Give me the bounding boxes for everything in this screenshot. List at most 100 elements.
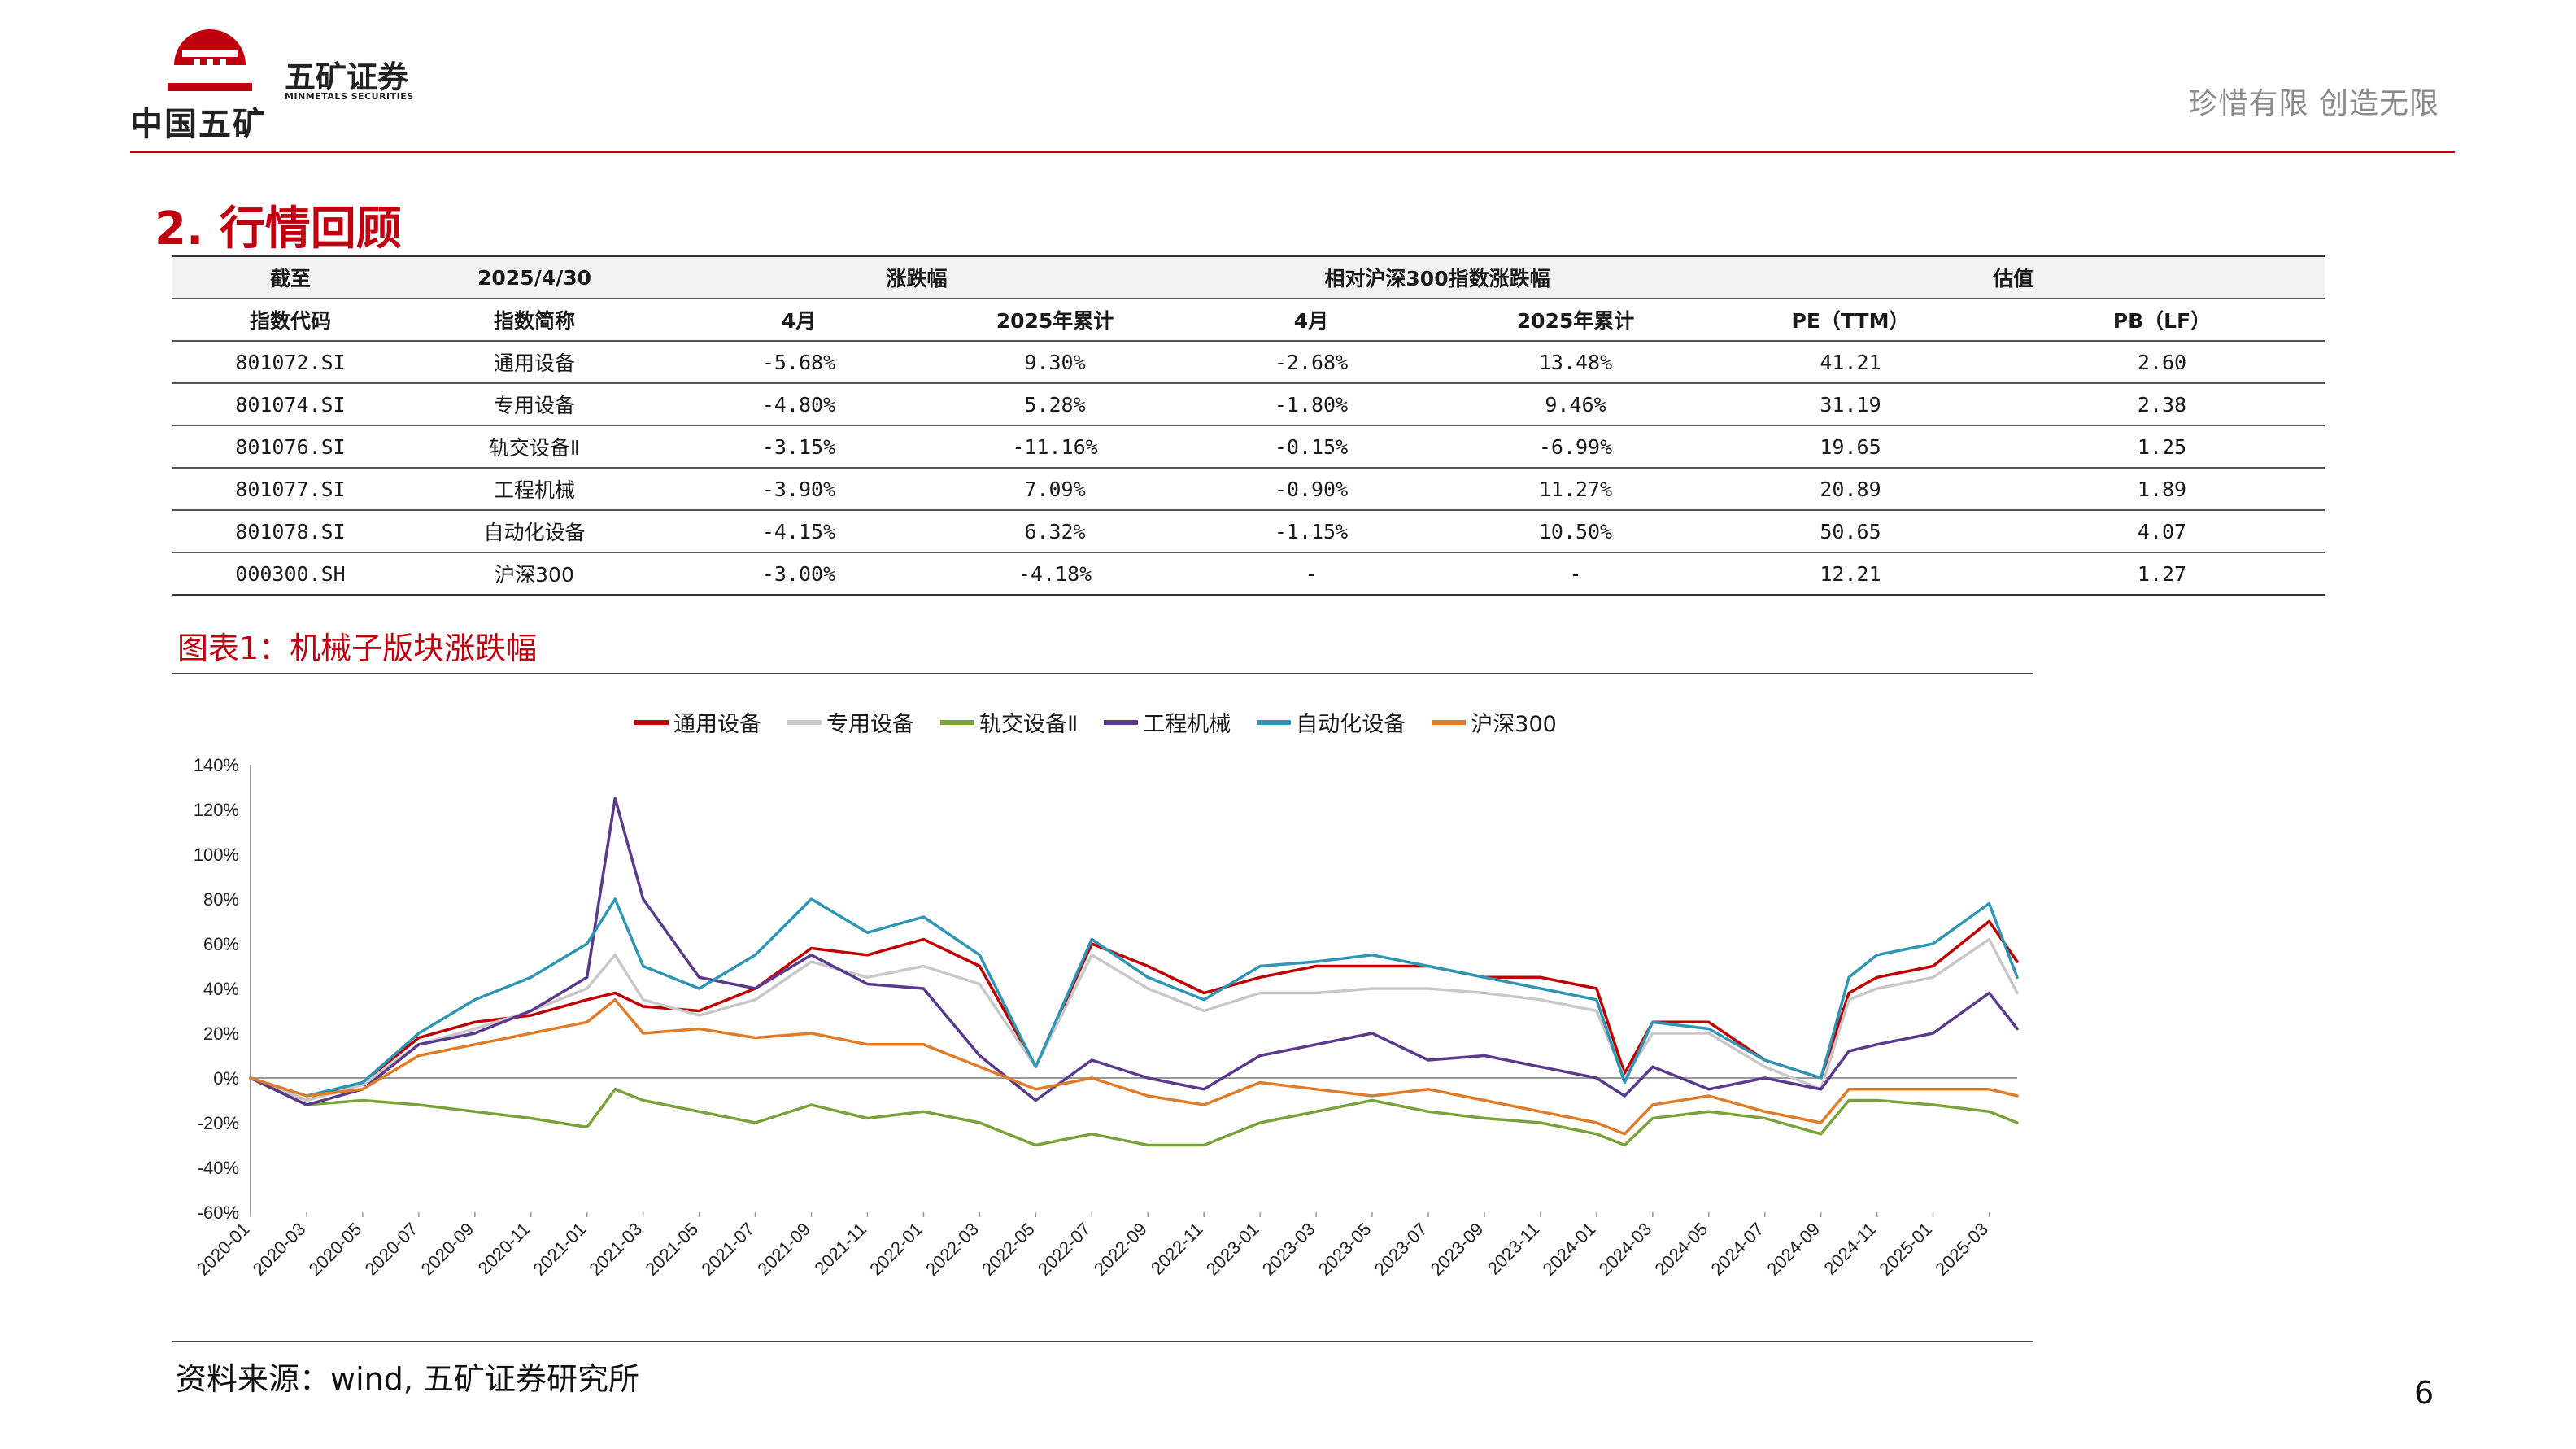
table-cell: 1.25 [1999, 426, 2325, 469]
table-header-cell: 2025年累计 [1449, 299, 1702, 342]
table-cell: -0.90% [1173, 468, 1449, 511]
table-row: 801077.SI 工程机械 -3.90% 7.09% -0.90% 11.27… [172, 468, 2325, 511]
legend-item: 专用设备 [787, 706, 914, 738]
x-tick-label: 2023-11 [1484, 1219, 1544, 1279]
table-cell: 1.89 [1999, 468, 2325, 511]
y-tick-label: 20% [203, 1023, 239, 1044]
table-cell: 7.09% [937, 468, 1173, 511]
x-tick-label: 2020-07 [361, 1219, 422, 1280]
x-tick-label: 2020-05 [305, 1219, 366, 1280]
chart-legend: 通用设备 专用设备 轨交设备Ⅱ 工程机械 自动化设备 沪深300 [634, 706, 1557, 738]
x-tick-label: 2021-11 [810, 1219, 870, 1279]
table-cell: - [1449, 552, 1702, 596]
x-tick-label: 2023-01 [1202, 1219, 1263, 1280]
legend-swatch [1257, 719, 1292, 725]
table-cell: 801078.SI [172, 510, 408, 553]
x-tick-label: 2024-09 [1763, 1219, 1824, 1280]
legend-label: 工程机械 [1143, 712, 1231, 737]
table-cell: -3.00% [660, 552, 937, 596]
table-header-cell: 4月 [660, 299, 937, 342]
index-performance-table: 截至 2025/4/30 涨跌幅 相对沪深300指数涨跌幅 估值 指数代码 指数… [172, 255, 2325, 596]
series-line [249, 797, 2019, 1106]
y-tick-label: 40% [203, 979, 239, 999]
table-cell: 9.30% [937, 341, 1173, 384]
table-header-cell: 指数代码 [172, 299, 408, 342]
x-tick-label: 2021-03 [585, 1219, 646, 1280]
table-cell: 31.19 [1702, 383, 1999, 426]
logo-group-name: 中国五矿 [130, 106, 267, 143]
table-cell: -4.18% [937, 552, 1173, 596]
table-cell: -4.15% [660, 510, 937, 553]
x-tick-label: 2024-11 [1820, 1219, 1881, 1279]
page-header: 中国五矿 五矿证券 MINMETALS SECURITIES 珍惜有限 创造无限 [0, 0, 2576, 163]
y-tick-label: 0% [213, 1068, 239, 1089]
legend-label: 自动化设备 [1296, 712, 1406, 737]
table-cell: 1.27 [1999, 552, 2325, 596]
y-tick-label: -20% [198, 1113, 239, 1133]
table-header-cell: 涨跌幅 [660, 255, 1173, 299]
y-tick-label: 120% [194, 800, 239, 820]
legend-swatch [634, 719, 669, 725]
legend-label: 轨交设备Ⅱ [979, 712, 1079, 737]
x-tick-label: 2021-01 [529, 1219, 590, 1280]
series-line [249, 897, 2019, 1098]
y-tick-label: -40% [198, 1158, 239, 1178]
x-tick-label: 2025-01 [1875, 1219, 1936, 1280]
table-header-cell: PB（LF） [1999, 299, 2325, 342]
figure-top-rule [172, 673, 2033, 674]
legend-swatch [1432, 719, 1467, 725]
table-cell: 19.65 [1702, 426, 1999, 469]
legend-item: 通用设备 [634, 706, 761, 738]
x-tick-label: 2020-01 [193, 1219, 254, 1280]
table-cell: 11.27% [1449, 468, 1702, 511]
y-tick-label: 60% [203, 934, 239, 954]
legend-label: 沪深300 [1471, 712, 1557, 737]
table-cell: -2.68% [1173, 341, 1449, 384]
table-subheader-row: 指数代码 指数简称 4月 2025年累计 4月 2025年累计 PE（TTM） … [172, 299, 2325, 342]
table-cell: 50.65 [1702, 510, 1999, 553]
x-tick-label: 2024-05 [1651, 1219, 1712, 1280]
section-title: 2. 行情回顾 [155, 203, 402, 255]
x-tick-label: 2024-03 [1595, 1219, 1656, 1280]
slogan: 珍惜有限 创造无限 [2188, 87, 2439, 120]
table-cell: 4.07 [1999, 510, 2325, 553]
table-cell: 自动化设备 [408, 510, 660, 553]
table-cell: -3.90% [660, 468, 937, 511]
table-cell: 2.60 [1999, 341, 2325, 384]
x-tick-label: 2022-07 [1034, 1219, 1095, 1280]
x-tick-label: 2021-07 [697, 1219, 758, 1280]
table-cell: 801076.SI [172, 426, 408, 469]
x-tick-label: 2020-11 [474, 1219, 534, 1279]
table-cell: 13.48% [1449, 341, 1702, 384]
table-cell: 通用设备 [408, 341, 660, 384]
table-row: 801076.SI 轨交设备Ⅱ -3.15% -11.16% -0.15% -6… [172, 426, 2325, 469]
table-header-cell: 截至 [172, 255, 408, 299]
x-tick-label: 2022-01 [865, 1219, 926, 1280]
x-tick-label: 2022-11 [1147, 1219, 1207, 1279]
table-row: 801074.SI 专用设备 -4.80% 5.28% -1.80% 9.46%… [172, 383, 2325, 426]
x-tick-label: 2023-07 [1371, 1219, 1432, 1280]
table-cell: 41.21 [1702, 341, 1999, 384]
x-tick-label: 2022-05 [978, 1219, 1039, 1280]
line-chart: 140%120%100%80%60%40%20%0%-20%-40%-60%20… [193, 755, 2019, 1280]
table-cell: -1.80% [1173, 383, 1449, 426]
x-tick-label: 2024-01 [1539, 1219, 1600, 1280]
table-cell: 801072.SI [172, 341, 408, 384]
table-cell: 20.89 [1702, 468, 1999, 511]
legend-item: 轨交设备Ⅱ [940, 706, 1078, 738]
legend-item: 工程机械 [1104, 706, 1231, 738]
table-cell: 5.28% [937, 383, 1173, 426]
legend-item: 沪深300 [1432, 706, 1557, 738]
table-cell: -11.16% [937, 426, 1173, 469]
legend-item: 自动化设备 [1257, 706, 1406, 738]
minmetals-logo-icon [168, 29, 252, 91]
x-tick-label: 2025-03 [1931, 1219, 1992, 1280]
x-tick-label: 2024-07 [1706, 1219, 1767, 1280]
table-row: 801072.SI 通用设备 -5.68% 9.30% -2.68% 13.48… [172, 341, 2325, 384]
x-tick-label: 2021-05 [641, 1219, 702, 1280]
x-tick-label: 2021-09 [753, 1219, 814, 1280]
table-header-cell: 指数简称 [408, 299, 660, 342]
table-cell: 9.46% [1449, 383, 1702, 426]
table-header-cell: 估值 [1702, 255, 2325, 299]
table-cell: -4.80% [660, 383, 937, 426]
